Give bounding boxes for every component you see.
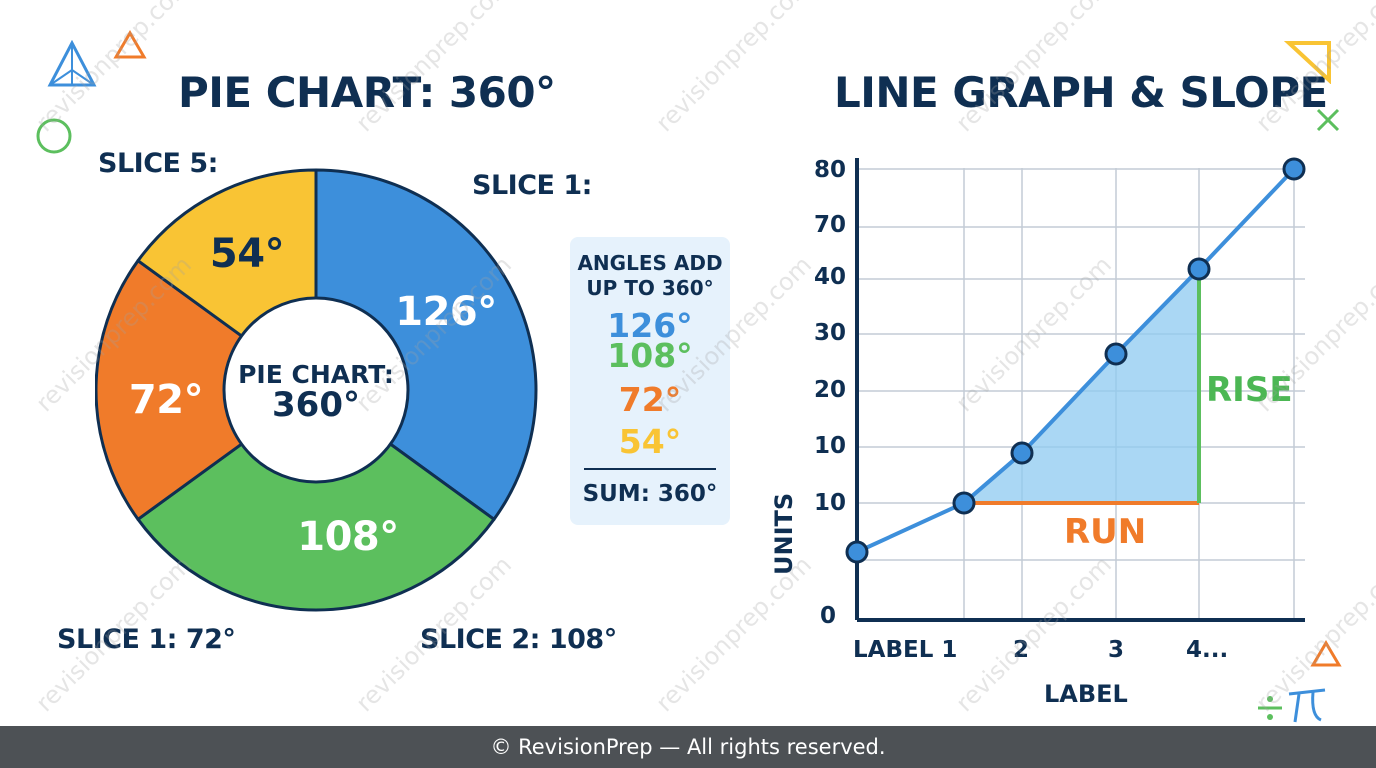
summary-angle-green: 108° bbox=[607, 336, 693, 375]
pie-slice bbox=[314, 168, 538, 521]
pie-slice-value-label: 72° bbox=[128, 377, 204, 423]
slice-label-bottom-right: SLICE 2: 108° bbox=[420, 624, 617, 655]
angle-summary-box: ANGLES ADD UP TO 360° 126° 108° 72° 54° … bbox=[570, 237, 730, 525]
summary-heading-line-2: UP TO 360° bbox=[586, 276, 714, 300]
y-tick-label: 80 bbox=[813, 157, 846, 183]
x-tick-label: 3 bbox=[1108, 637, 1125, 663]
series-line bbox=[856, 167, 1296, 554]
set-square-icon bbox=[1284, 41, 1331, 84]
summary-heading: ANGLES ADD UP TO 360° bbox=[570, 251, 730, 301]
run-label: RUN bbox=[1064, 512, 1147, 552]
data-point bbox=[845, 540, 869, 564]
summary-angle-yellow: 54° bbox=[618, 422, 682, 461]
watermark: revisionprep.com bbox=[650, 0, 818, 138]
pie-center-line-1: PIE CHART: bbox=[238, 360, 394, 389]
data-point bbox=[952, 491, 976, 515]
y-tick-label: 20 bbox=[813, 377, 846, 403]
divide-icon bbox=[1258, 696, 1282, 720]
slice-label-bottom-left: SLICE 1: 72° bbox=[57, 624, 236, 655]
slope-triangle bbox=[964, 269, 1199, 503]
triangle-icon bbox=[113, 30, 147, 59]
multiply-icon bbox=[1316, 108, 1340, 132]
summary-divider bbox=[584, 468, 716, 470]
summary-total: SUM: 360° bbox=[582, 481, 718, 507]
pie-center-hole bbox=[222, 296, 410, 484]
y-tick-label: 10 bbox=[813, 433, 846, 459]
pie-slice-value-label: 108° bbox=[297, 514, 399, 560]
x-tick-label: 4... bbox=[1186, 637, 1229, 663]
summary-angle-orange: 72° bbox=[618, 380, 682, 419]
line-graph-title: LINE GRAPH & SLOPE bbox=[834, 68, 1328, 117]
pie-chart-title: PIE CHART: 360° bbox=[178, 68, 556, 117]
circle-icon bbox=[36, 118, 72, 154]
pyramid-icon bbox=[47, 40, 97, 87]
x-tick-label: 2 bbox=[1013, 637, 1030, 663]
pie-slice-value-label: 54° bbox=[209, 231, 285, 277]
x-tick-label: LABEL 1 bbox=[853, 637, 958, 663]
pie-chart bbox=[95, 168, 538, 612]
y-tick-label: 0 bbox=[819, 603, 836, 629]
y-tick-label: 30 bbox=[813, 320, 846, 346]
y-tick-label: 10 bbox=[813, 490, 846, 516]
summary-angle-blue: 126° bbox=[607, 306, 693, 345]
y-axis-label: UNITS bbox=[770, 492, 798, 575]
data-point bbox=[1104, 342, 1128, 366]
pie-slice bbox=[95, 259, 318, 521]
data-point bbox=[1010, 441, 1034, 465]
pie-center-line-2: 360° bbox=[272, 385, 360, 426]
rise-label: RISE bbox=[1206, 370, 1293, 410]
slice-label-top-left: SLICE 5: bbox=[98, 148, 218, 179]
x-axis-label: LABEL bbox=[1044, 680, 1128, 708]
slice-label-top-right: SLICE 1: bbox=[472, 170, 592, 201]
pie-slice-value-label: 126° bbox=[395, 289, 497, 335]
triangle-icon bbox=[1310, 640, 1342, 667]
copyright-footer: © RevisionPrep — All rights reserved. bbox=[0, 726, 1376, 768]
summary-heading-line-1: ANGLES ADD bbox=[577, 251, 723, 275]
pie-slice bbox=[136, 388, 496, 612]
y-tick-label: 40 bbox=[813, 264, 846, 290]
pie-center-label: PIE CHART: 360° bbox=[226, 360, 406, 426]
y-tick-label: 70 bbox=[813, 212, 846, 238]
data-point bbox=[1187, 257, 1211, 281]
line-graph bbox=[845, 157, 1306, 622]
pi-icon bbox=[1288, 688, 1326, 723]
data-point bbox=[1282, 157, 1306, 181]
